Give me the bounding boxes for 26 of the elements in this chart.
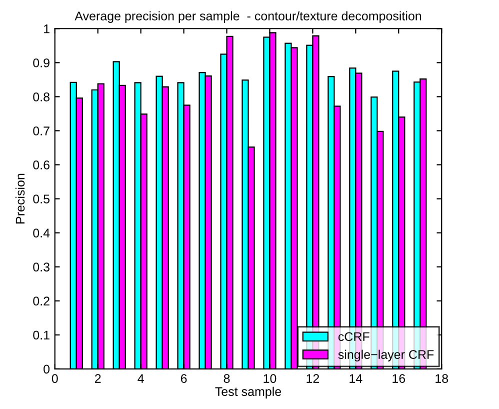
y-tick-label: 0.7	[33, 126, 50, 136]
chart-title: Average precision per sample - contour/texture decomposition	[74, 11, 422, 23]
y-tick-label: 0.3	[33, 262, 50, 272]
x-tick-label: 6	[180, 374, 187, 383]
y-tick-label: 0	[44, 364, 50, 374]
x-tick-label: 12	[306, 374, 320, 383]
y-tick-label: 0.6	[33, 160, 50, 170]
x-tick-label: 2	[95, 374, 101, 383]
legend-label: single−layer CRF	[338, 350, 434, 362]
legend-label: cCRF	[338, 332, 370, 342]
x-tick-label: 18	[436, 374, 448, 383]
y-tick-label: 0.9	[33, 58, 50, 68]
x-tick-label: 8	[224, 374, 230, 383]
x-tick-label: 0	[52, 374, 58, 383]
y-tick-label: 0.5	[33, 194, 50, 204]
y-tick-label: 0.2	[33, 296, 50, 306]
x-tick-label: 4	[138, 374, 144, 383]
y-tick-label: 0.8	[33, 92, 50, 102]
y-tick-label: 1	[44, 24, 50, 34]
x-tick-label: 10	[264, 374, 276, 383]
y-tick-label: 0.1	[33, 330, 50, 340]
x-tick-label: 14	[350, 374, 362, 383]
x-tick-label: 16	[392, 374, 406, 383]
x-axis-title: Test sample	[215, 386, 282, 398]
y-tick-label: 0.4	[33, 228, 50, 238]
y-axis-title: Precision	[15, 174, 25, 224]
